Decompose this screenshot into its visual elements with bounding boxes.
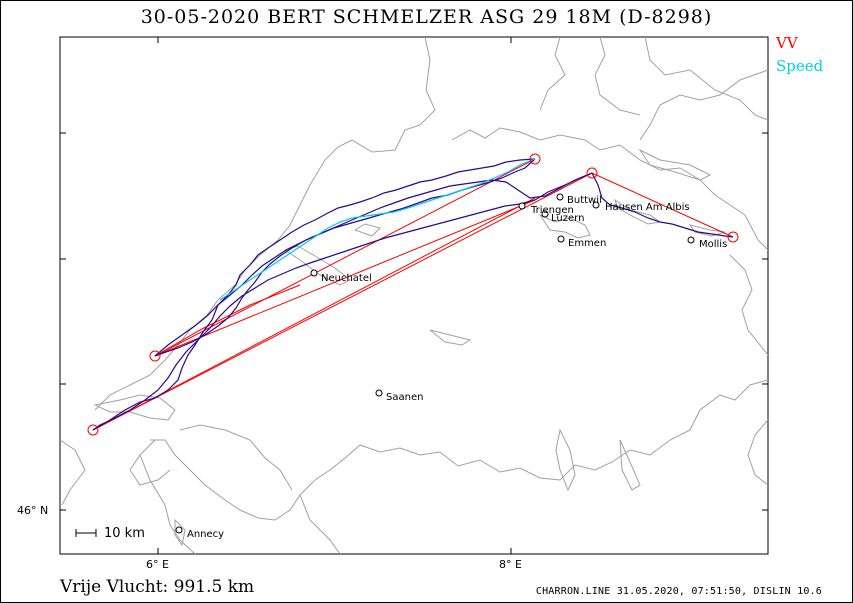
turnpoint-west	[149, 350, 161, 362]
task-leg-5	[591, 172, 734, 238]
marker-mollis	[687, 236, 695, 244]
x-axis-label-8e: 8° E	[499, 558, 522, 571]
marker-emmen	[557, 235, 565, 243]
place-markers	[175, 193, 695, 534]
track-outbound	[92, 158, 536, 431]
lake-zurich	[613, 198, 662, 225]
speed-track	[219, 158, 536, 301]
task-leg-6	[154, 284, 301, 357]
place-label-saanen: Saanen	[386, 392, 424, 403]
border-sw2	[139, 454, 196, 555]
lake-geneva	[93, 394, 176, 421]
lake-thun	[429, 329, 472, 346]
y-axis-label-46n: 46° N	[17, 504, 49, 517]
track-final	[591, 172, 734, 238]
turnpoint-start	[87, 424, 99, 436]
border-rhine	[451, 127, 769, 251]
marker-saanen	[375, 389, 383, 397]
plot-area	[59, 36, 769, 555]
flight-track	[92, 158, 734, 431]
border-south-inner	[179, 424, 293, 491]
lake-luzern	[538, 213, 591, 239]
place-label-emmen: Emmen	[568, 238, 607, 249]
track-return-2	[92, 172, 593, 431]
legend-vv: VV	[776, 34, 798, 52]
marker-hausen	[592, 201, 600, 209]
marker-neuchatel	[310, 269, 318, 277]
lake-constance	[638, 148, 712, 181]
task-lines	[92, 158, 734, 431]
task-leg-1	[154, 158, 536, 357]
scale-label: 10 km	[104, 526, 145, 541]
distance-label: Vrije Vlucht: 991.5 km	[60, 577, 255, 597]
turnpoint-hausen	[586, 167, 598, 179]
place-label-buttwil: Buttwil	[567, 195, 602, 206]
place-label-hausen: Hausen Am Albis	[605, 202, 690, 213]
marker-annecy	[175, 526, 183, 534]
country-borders	[59, 36, 769, 555]
page-title: 30-05-2020 BERT SCHMELZER ASG 29 18M (D-…	[140, 6, 713, 28]
task-leg-3	[92, 172, 593, 431]
lake-como	[619, 439, 641, 491]
lake-neuchatel	[283, 245, 351, 286]
marker-buttwil	[556, 193, 564, 201]
place-label-triengen: Triengen	[531, 205, 574, 216]
place-label-mollis: Mollis	[699, 239, 728, 250]
border-far-east	[639, 69, 769, 141]
scale-bar	[75, 529, 97, 537]
place-label-annecy: Annecy	[187, 529, 225, 540]
place-label-neuchatel: Neuchatel	[321, 273, 372, 284]
border-s2	[299, 494, 341, 555]
turnpoint-north	[529, 153, 541, 165]
border-south	[150, 379, 769, 521]
x-axis-label-6e: 6° E	[146, 558, 169, 571]
marker-luzern	[541, 210, 549, 218]
credit-label: CHARRON.LINE 31.05.2020, 07:51:50, DISLI…	[535, 586, 822, 597]
place-label-luzern: Luzern	[551, 213, 585, 224]
border-west-lake	[129, 439, 171, 486]
speed-line	[219, 158, 536, 301]
lake-maggiore	[555, 428, 576, 492]
border-ne	[644, 36, 769, 121]
border-north2	[539, 36, 566, 111]
border-east	[729, 254, 769, 356]
turnpoint-mollis	[727, 231, 739, 243]
border-ne2	[594, 36, 641, 116]
lake-annecy	[174, 518, 186, 547]
border-sw	[59, 439, 86, 506]
task-leg-2	[154, 199, 536, 357]
border-north	[94, 36, 436, 411]
lake-biel	[353, 223, 381, 237]
marker-triengen	[518, 202, 526, 210]
turnpoints	[87, 153, 739, 436]
legend-speed: Speed	[776, 57, 824, 75]
axis-ticks	[60, 37, 768, 554]
border-e2	[747, 419, 769, 486]
